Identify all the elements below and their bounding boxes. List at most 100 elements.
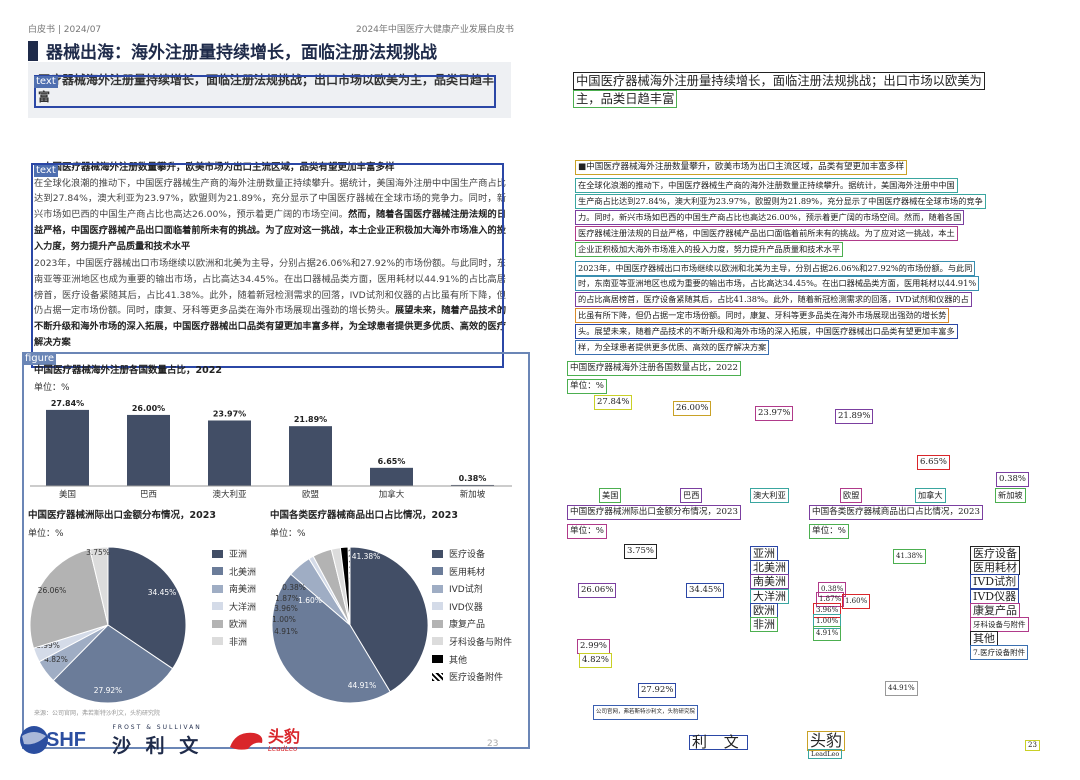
legend-item: 南美洲 bbox=[212, 582, 256, 595]
legend-swatch bbox=[212, 602, 223, 611]
ocr-leo-en: LeadLeo bbox=[808, 749, 843, 759]
legend-swatch bbox=[212, 584, 223, 593]
pie-value-label: 3.75% bbox=[86, 548, 110, 557]
ocr-pie1-legend: 南美洲 bbox=[750, 574, 789, 590]
leadleo-en: LeadLeo bbox=[268, 744, 298, 753]
ocr-text-line: 生产商占比达到27.84%，澳大利亚为23.97%，欧盟则为21.89%，充分显… bbox=[575, 193, 986, 209]
legend-swatch bbox=[432, 567, 443, 576]
legend-label: 其他 bbox=[449, 655, 468, 666]
ocr-text-line: 在全球化浪潮的推动下，中国医疗器械生产商的海外注册数量正持续攀升。据统计，美国海… bbox=[575, 178, 958, 193]
bar-category-label: 巴西 bbox=[140, 490, 157, 500]
pie-value-label: 2.99% bbox=[36, 641, 60, 650]
leopard-icon bbox=[230, 732, 263, 750]
bar-value-label: 27.84% bbox=[51, 399, 84, 408]
legend-item: 医疗设备附件 bbox=[432, 670, 512, 683]
ocr-text-line: 力。同时，新兴市场如巴西的中国生产商占比也高达26.00%，预示着更广阔的市场空… bbox=[575, 209, 965, 225]
ocr-pie2-legend: IVD仪器 bbox=[970, 588, 1020, 604]
ocr-pie2-legend: 7.医疗设备附件 bbox=[970, 645, 1029, 661]
pie-value-label: 34.45% bbox=[148, 588, 177, 597]
legend-item: IVD仪器 bbox=[432, 600, 512, 613]
legend-swatch bbox=[432, 549, 443, 558]
legend-item: 亚洲 bbox=[212, 547, 256, 560]
legend-item: 北美洲 bbox=[212, 565, 256, 578]
ocr-pie1-value: 34.45% bbox=[686, 583, 725, 598]
pie-chart-2: 41.38% 44.91% 4.91% 1.00% 3.96%1.87% 1.60% 0.3… bbox=[271, 546, 429, 704]
legend-swatch bbox=[432, 602, 443, 611]
legend-swatch bbox=[212, 549, 223, 558]
legend-item: 医疗设备 bbox=[432, 547, 512, 560]
pie-slice bbox=[107, 546, 187, 670]
ocr-pie1-title: 中国医疗器械洲际出口金额分布情况，2023 bbox=[567, 505, 741, 520]
ocr-pie1-legend: 非洲 bbox=[750, 617, 778, 632]
bar-value-label: 6.65% bbox=[378, 457, 406, 466]
ocr-pie1-legend: 亚洲 bbox=[750, 546, 778, 561]
bar-category-label: 澳大利亚 bbox=[212, 489, 247, 500]
section-heading: ■中国医疗器械海外注册数量攀升，欧美市场为出口主流区域，品类有望更加丰富多样 bbox=[34, 162, 395, 173]
leadleo-cn: 头豹 bbox=[268, 726, 301, 746]
header-left: 白皮书 | 2024/07 bbox=[28, 25, 102, 35]
page-title: 器械出海：海外注册量持续增长，面临注册法规挑战 bbox=[28, 38, 437, 63]
ocr-pie2-legend: 康复产品 bbox=[970, 602, 1020, 618]
ocr-bar-value: 0.38% bbox=[996, 472, 1030, 487]
pie-value-label: 44.91% bbox=[348, 681, 377, 690]
pie-value-label: 0.38% bbox=[282, 583, 306, 592]
ocr-pie1-value: 2.99% bbox=[577, 639, 611, 654]
bar-category-label: 美国 bbox=[59, 489, 76, 500]
ocr-pie2-value: 44.91% bbox=[885, 681, 918, 696]
paragraph-2: 2023年，中国医疗器械出口市场继续以欧洲和北美为主导，分别占据26.06%和2… bbox=[34, 256, 506, 350]
ocr-text-line: 比虽有所下降，但仍占据一定市场份额。同时，康复、牙科等更多品类在海外市场展现出强… bbox=[575, 308, 950, 324]
pie-value-label: 27.92% bbox=[94, 686, 123, 695]
ocr-pie2-value: 1.87% bbox=[816, 592, 845, 607]
pie2-unit: 单位：% bbox=[270, 529, 306, 539]
ocr-lead-line2: 主，品类日趋丰富 bbox=[573, 90, 678, 108]
ocr-bar-category: 欧盟 bbox=[840, 488, 863, 503]
ocr-pie2-legend: 医用耗材 bbox=[970, 560, 1020, 576]
paragraph-1-bold: 然而，随着各国医疗器械注册法规的日益严格，中国医疗器械产品出口面临着前所未有的挑… bbox=[34, 209, 507, 252]
ocr-text-line: 头。展望未来，随着产品技术的不断升级和海外市场的深入拓展，中国医疗器械出口品类有… bbox=[575, 324, 958, 340]
paragraph-2-bold: 展望未来，随着产品技术的不断升级和海外市场的深入拓展，中国医疗器械出口品类有望更… bbox=[34, 305, 507, 348]
pie-value-label: 4.91% bbox=[274, 627, 298, 636]
legend-item: 欧洲 bbox=[212, 617, 256, 630]
lead-box: 医疗器械海外注册量持续增长，面临注册法规挑战；出口市场以欧美为主，品类日趋丰富 bbox=[28, 62, 511, 118]
ocr-pie2-legend: 其他 bbox=[970, 631, 998, 647]
pie-slice bbox=[29, 548, 109, 649]
ocr-pie1-unit: 单位：% bbox=[567, 524, 607, 539]
ocr-bar-value: 23.97% bbox=[755, 406, 794, 421]
legend-item: 大洋洲 bbox=[212, 600, 256, 613]
pie-value-label: 1.00% bbox=[272, 615, 296, 624]
legend-label: 医疗设备附件 bbox=[449, 673, 504, 684]
text-region-box-2 bbox=[31, 163, 504, 368]
legend-item: 其他 bbox=[432, 653, 512, 666]
ocr-text-line: 2023年，中国医疗器械出口市场继续以欧洲和北美为主导，分别占据26.06%和2… bbox=[575, 260, 976, 276]
paragraph-1: 在全球化浪潮的推动下，中国医疗器械生产商的海外注册数量正持续攀升。据统计，美国海… bbox=[34, 176, 506, 255]
legend-label: 北美洲 bbox=[229, 567, 257, 578]
text-tag: text bbox=[34, 76, 58, 88]
legend-label: 牙科设备与附件 bbox=[449, 637, 513, 648]
pie-value-label: 4.82% bbox=[44, 655, 68, 664]
frost-logo: FROST & SULLIVAN 沙 利 文 bbox=[112, 724, 202, 758]
legend-swatch bbox=[212, 637, 223, 646]
ocr-heading: ■中国医疗器械海外注册数量攀升，欧美市场为出口主流区域，品类有望更加丰富多样 bbox=[575, 160, 908, 175]
bar-category-label: 欧盟 bbox=[302, 489, 320, 500]
pie-slice bbox=[52, 624, 174, 704]
ocr-bar-unit: 单位：% bbox=[567, 379, 607, 394]
ocr-bar-category: 澳大利亚 bbox=[750, 488, 789, 503]
legend-label: 亚洲 bbox=[229, 550, 248, 560]
text-tag-2: text bbox=[34, 165, 58, 177]
ocr-bar-value: 26.00% bbox=[673, 401, 712, 416]
legend-label: 医疗设备 bbox=[449, 550, 486, 560]
legend-item: 医用耗材 bbox=[432, 565, 512, 578]
ocr-source: 公司官网，弗若斯特沙利文，头豹研究院 bbox=[593, 705, 699, 720]
ocr-frost-cn: 利 文 bbox=[689, 735, 748, 750]
ocr-bar-value: 6.65% bbox=[917, 455, 951, 470]
bar bbox=[127, 414, 170, 486]
ocr-pie2-value: 0.38% bbox=[818, 582, 847, 597]
legend-label: 医用耗材 bbox=[449, 567, 486, 578]
ocr-bar-category: 美国 bbox=[599, 488, 622, 503]
legend-label: IVD试剂 bbox=[449, 585, 483, 596]
text-region-box bbox=[34, 75, 496, 108]
pie-value-label: 3.96% bbox=[274, 604, 298, 613]
paragraph-1-normal: 在全球化浪潮的推动下，中国医疗器械生产商的海外注册数量正持续攀升。据统计，美国海… bbox=[34, 177, 506, 221]
bar bbox=[289, 426, 332, 486]
bar-value-label: 23.97% bbox=[213, 409, 246, 418]
